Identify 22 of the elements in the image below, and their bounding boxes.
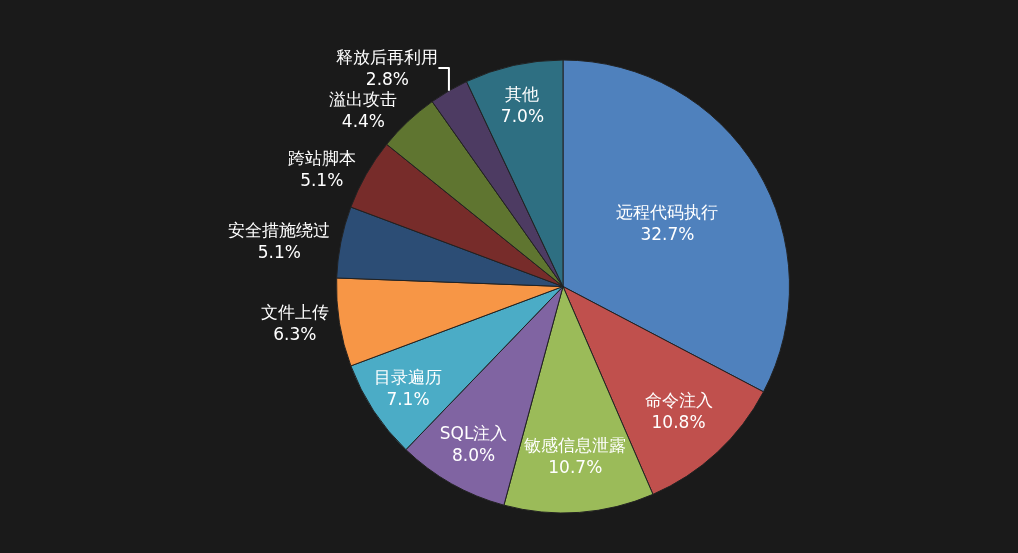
slice-label: 安全措施绕过: [228, 220, 331, 241]
slice-label: 命令注入: [644, 390, 713, 411]
data-label: 7.1%: [386, 389, 430, 410]
slice-label: 跨站脚本: [287, 148, 356, 169]
data-label: 4.4%: [341, 111, 386, 132]
slice-label: 溢出攻击: [329, 89, 398, 110]
data-label: 2.8%: [365, 69, 410, 90]
slice-label: 其他: [505, 83, 540, 104]
slice-label: SQL注入: [439, 423, 508, 444]
slice-label: 敏感信息泄露: [524, 435, 627, 456]
slice-label: 远程代码执行: [616, 202, 719, 223]
data-label: 10.7%: [548, 457, 603, 478]
data-label: 5.1%: [300, 170, 344, 191]
slice-label: 释放后再利用: [336, 47, 439, 68]
slice-label: 文件上传: [260, 302, 329, 323]
data-label: 10.8%: [651, 412, 706, 433]
data-label: 32.7%: [640, 224, 695, 245]
data-label: 6.3%: [273, 324, 317, 345]
data-label: 8.0%: [452, 445, 496, 466]
slice-label: 目录遍历: [373, 367, 442, 388]
data-label: 5.1%: [257, 242, 301, 263]
data-label: 7.0%: [500, 106, 545, 127]
